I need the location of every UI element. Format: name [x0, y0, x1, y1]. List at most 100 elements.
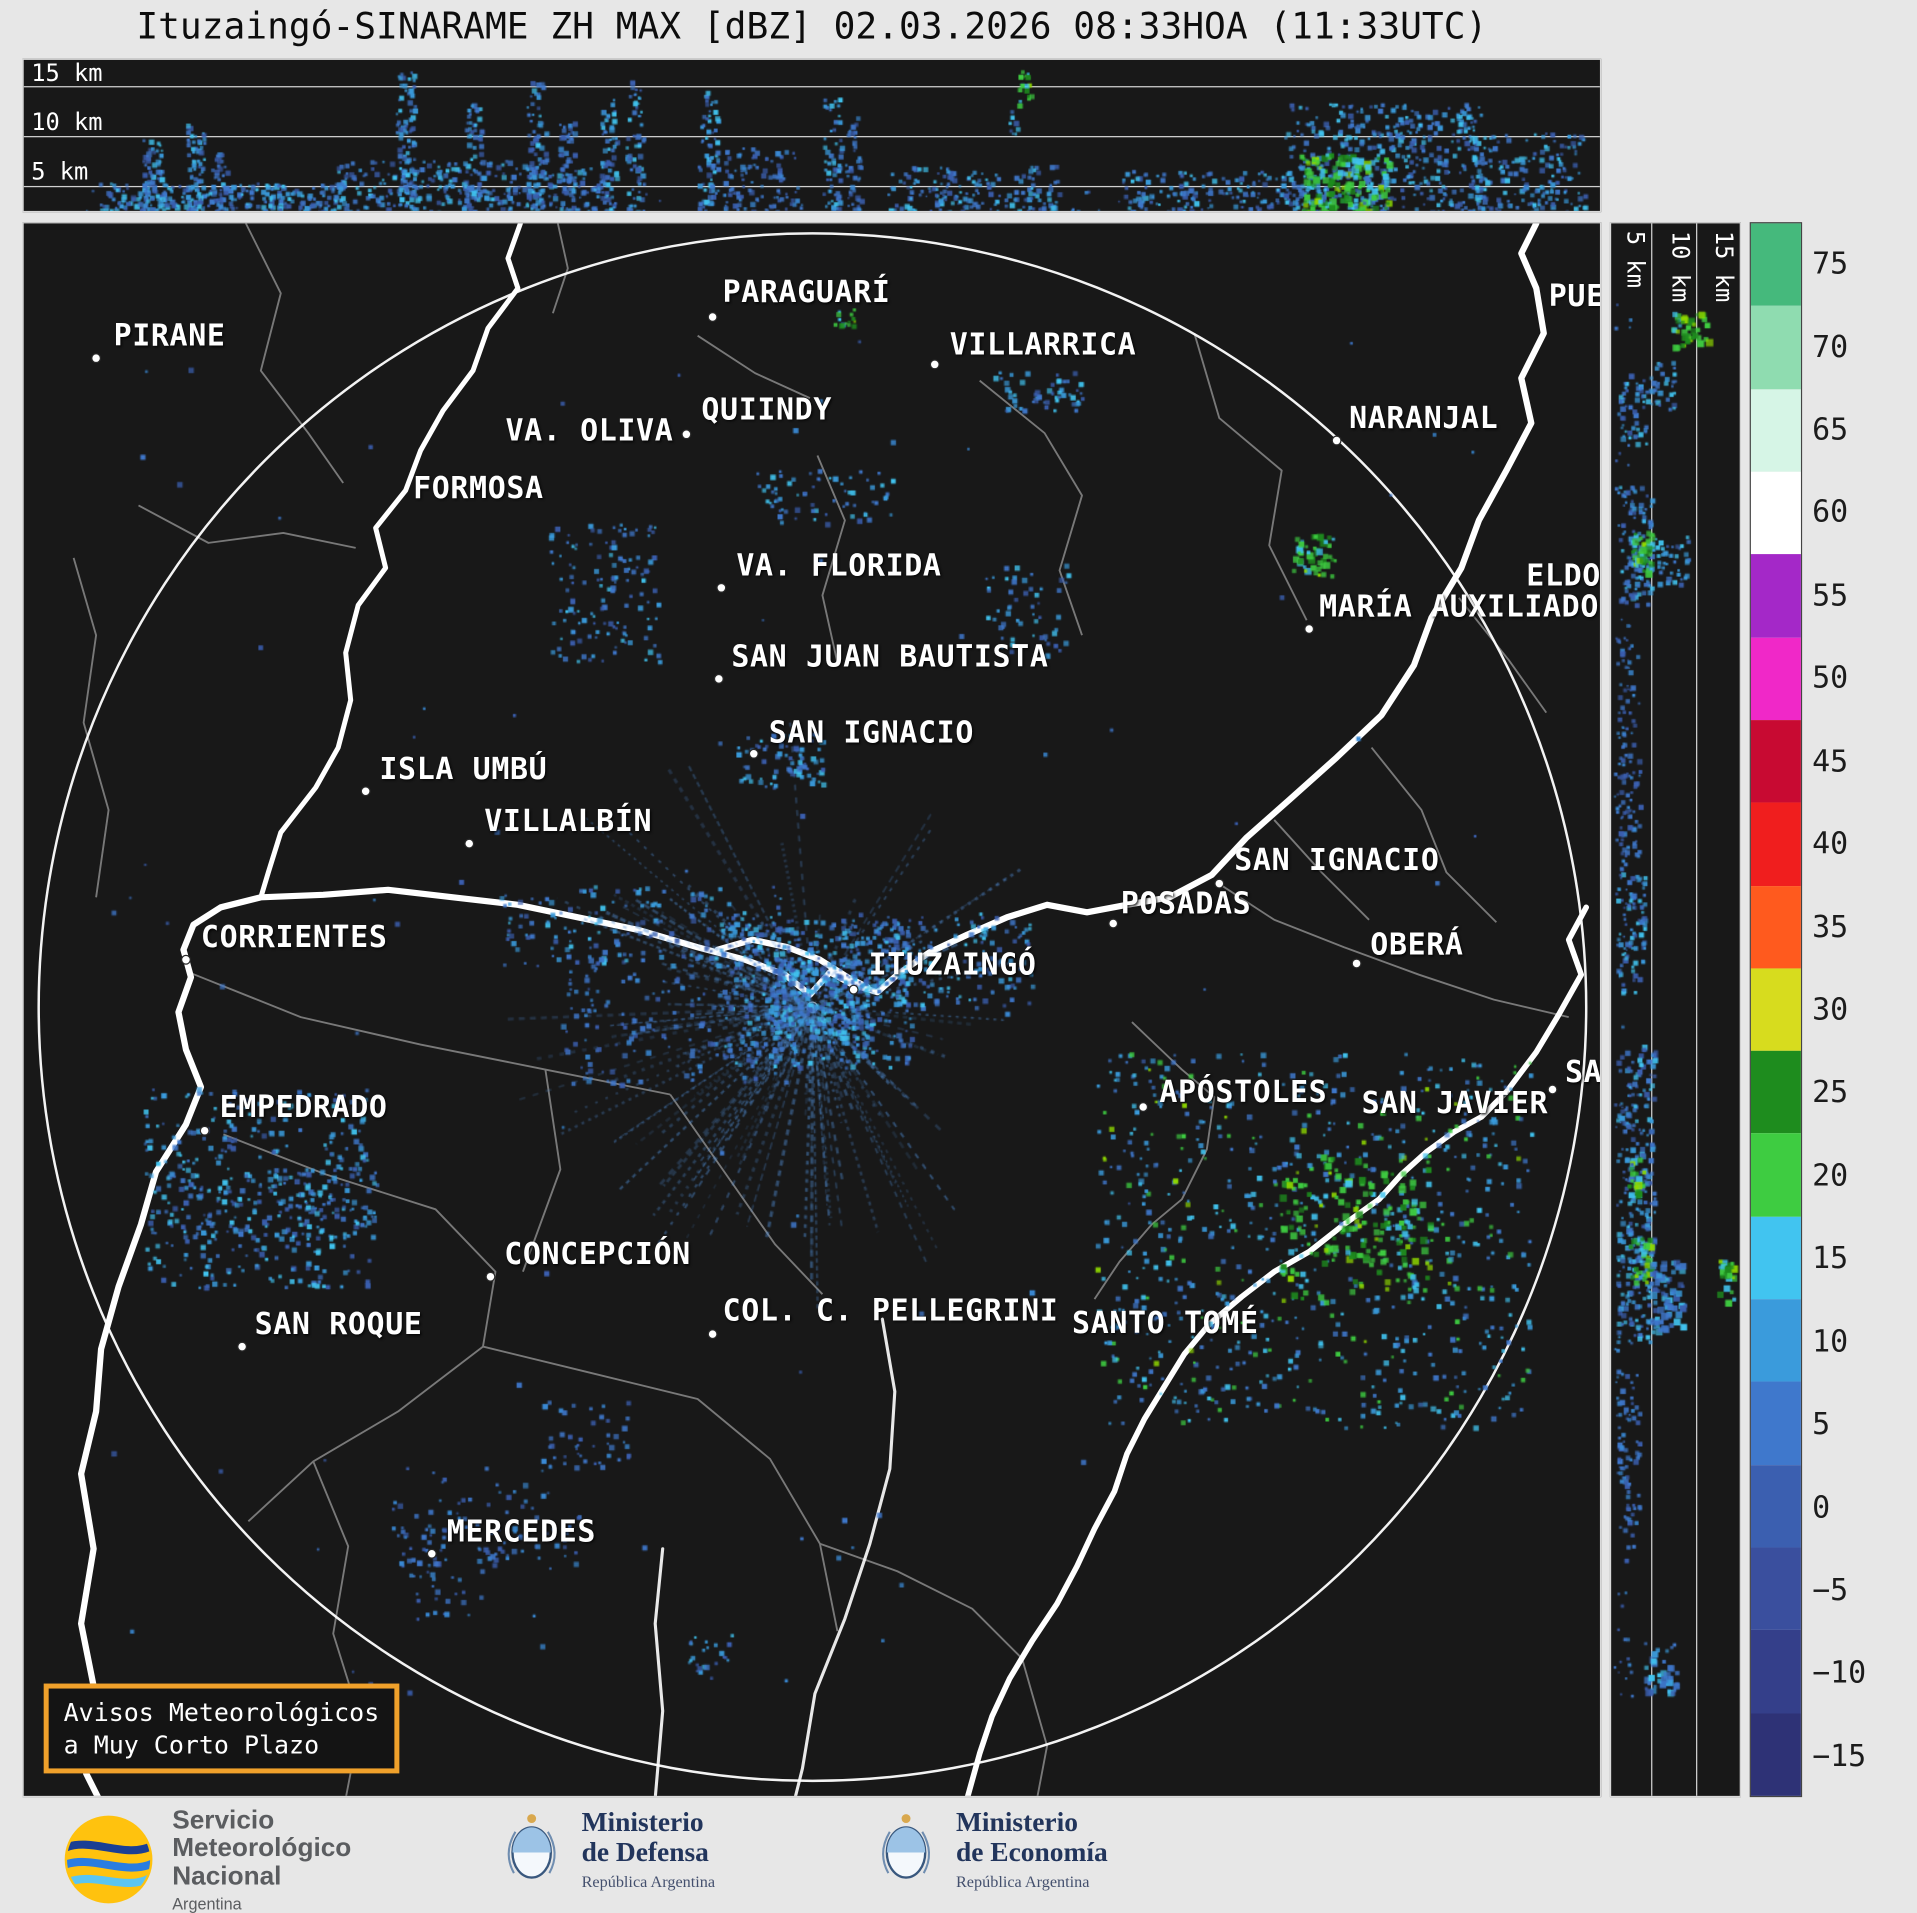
dbz-colorbar: [1749, 222, 1803, 1798]
city-label: FORMOSA: [413, 470, 544, 506]
city-label: PARAGUARÍ: [722, 274, 891, 310]
city-label: VILLARRICA: [949, 326, 1137, 362]
colorbar-tick: 75: [1812, 246, 1849, 282]
city-dot: [716, 582, 727, 593]
city-dot: [929, 359, 940, 370]
radar-echoes-canvas: [23, 223, 1600, 1796]
city-label: NARANJAL: [1349, 400, 1499, 436]
city-dot: [681, 429, 692, 440]
city-dot: [1351, 958, 1362, 969]
colorbar-tick: −5: [1812, 1572, 1849, 1608]
city-label: POSADAS: [1120, 886, 1252, 922]
city-label: VA. OLIVA: [505, 413, 674, 449]
city-label: SAN JUAN BAUTISTA: [731, 638, 1049, 674]
colorbar-segment: [1750, 1216, 1801, 1300]
top-cross-section-panel: 15 km 10 km 5 km: [22, 58, 1602, 213]
colorbar-segment: [1750, 1630, 1801, 1714]
warning-line-2: a Muy Corto Plazo: [63, 1729, 320, 1760]
smn-line-2: Meteorológico: [172, 1833, 352, 1863]
city-label: VA. FLORIDA: [736, 547, 942, 583]
page-title: Ituzaingó-SINARAME ZH MAX [dBZ] 02.03.20…: [136, 4, 1488, 48]
colorbar-segment: [1750, 637, 1801, 720]
city-label: APÓSTOLES: [1159, 1074, 1328, 1110]
colorbar-segment: [1750, 1382, 1801, 1465]
colorbar-segment: [1750, 1050, 1801, 1134]
city-label: SAN IGNACIO: [768, 715, 975, 751]
colorbar-tick: −15: [1812, 1738, 1867, 1774]
right-profile-echoes-canvas: [1611, 223, 1740, 1796]
city-dot: [848, 984, 859, 995]
city-label: ITUZAINGÓ: [868, 947, 1037, 983]
economia-line-1: Ministerio: [955, 1805, 1078, 1838]
colorbar-tick: 5: [1812, 1406, 1831, 1442]
city-label: PUERTO RICO: [1548, 278, 1602, 314]
city-dot: [707, 1329, 718, 1340]
defensa-line-1: Ministerio: [581, 1805, 704, 1838]
defensa-sub: República Argentina: [581, 1872, 716, 1892]
colorbar-segment: [1750, 1547, 1801, 1631]
top-profile-echoes-canvas: [23, 59, 1600, 211]
colorbar-segment: [1750, 1713, 1801, 1796]
smn-country: Argentina: [172, 1894, 242, 1913]
axis-label-10km-v: 10 km: [1666, 230, 1694, 303]
smn-text: Servicio Meteorológico Nacional Argentin…: [172, 1806, 352, 1913]
colorbar-segment: [1750, 306, 1801, 389]
city-dot: [713, 673, 724, 684]
footer: Servicio Meteorológico Nacional Argentin…: [0, 1797, 1917, 1913]
axis-label-15km: 15 km: [31, 59, 103, 88]
colorbar-segment: [1750, 1133, 1801, 1217]
city-dot: [485, 1271, 496, 1282]
colorbar-tick: 20: [1812, 1157, 1849, 1193]
city-label: SAN IGNACIO: [1234, 842, 1440, 878]
gridline-15km-v: [1739, 223, 1740, 1796]
city-label: SAN ROQUE: [254, 1306, 423, 1342]
axis-label-5km-v: 5 km: [1621, 230, 1649, 288]
colorbar-segment: [1750, 223, 1801, 307]
city-label: SAN VICENTE: [1564, 1054, 1602, 1090]
city-dot: [1138, 1101, 1149, 1112]
axis-label-15km-v: 15 km: [1709, 230, 1738, 303]
colorbar-tick: 70: [1812, 329, 1849, 364]
smn-logo-block: Servicio Meteorológico Nacional Argentin…: [62, 1806, 352, 1913]
city-dot: [1304, 624, 1315, 634]
colorbar-segment: [1750, 968, 1801, 1051]
colorbar-tick: 10: [1812, 1323, 1849, 1359]
city-dot: [237, 1341, 248, 1352]
city-label: SAN JAVIER: [1361, 1085, 1549, 1121]
city-dot: [199, 1125, 210, 1136]
colorbar-segment: [1750, 885, 1801, 969]
city-label: PIRANE: [113, 318, 226, 354]
defensa-logo-block: Ministerio de Defensa República Argentin…: [499, 1805, 716, 1892]
economia-sub: República Argentina: [955, 1872, 1090, 1892]
colorbar-tick: 35: [1812, 909, 1849, 945]
economia-line-2: de Economía: [955, 1836, 1108, 1868]
city-label: CORRIENTES: [200, 919, 388, 955]
city-dot: [748, 748, 759, 759]
dbz-colorbar-ticks: 75 70 65 60 55 50 45 40 35 30 25 20 15 10 5 0 −5 −10 −15: [1812, 222, 1899, 1797]
colorbar-tick: 30: [1812, 992, 1849, 1028]
city-dot: [426, 1548, 437, 1559]
city-dot: [1108, 918, 1119, 929]
colorbar-tick: −10: [1812, 1655, 1867, 1691]
smn-logo-icon: [64, 1816, 153, 1904]
city-label: VILLALBÍN: [484, 803, 653, 839]
city-label: MARÍA AUXILIADORA: [1319, 589, 1600, 624]
city-labels-layer: PIRANE PARAGUARÍ VILLARRICA QUIINDY VA. OLIV…: [24, 223, 1602, 1795]
economia-text: Ministerio de Economía República Argenti…: [955, 1805, 1108, 1892]
city-label: ISLA UMBÚ: [379, 751, 548, 787]
defensa-emblem-icon: [507, 1814, 556, 1879]
colorbar-tick: 25: [1812, 1075, 1849, 1110]
colorbar-tick: 40: [1812, 826, 1849, 862]
city-label: QUIINDY: [701, 391, 832, 427]
colorbar-tick: 65: [1812, 411, 1849, 447]
radar-map-panel: PIRANE PARAGUARÍ VILLARRICA QUIINDY VA. OLIV…: [22, 222, 1602, 1798]
economia-emblem-icon: [881, 1814, 931, 1879]
city-label: OBERÁ: [1370, 927, 1464, 963]
city-dot: [180, 954, 191, 965]
colorbar-segment: [1750, 554, 1801, 638]
city-label: EMPEDRADO: [219, 1089, 388, 1125]
colorbar-segment: [1750, 1299, 1801, 1383]
colorbar-tick: 15: [1812, 1240, 1849, 1276]
colorbar-segment: [1750, 802, 1801, 886]
